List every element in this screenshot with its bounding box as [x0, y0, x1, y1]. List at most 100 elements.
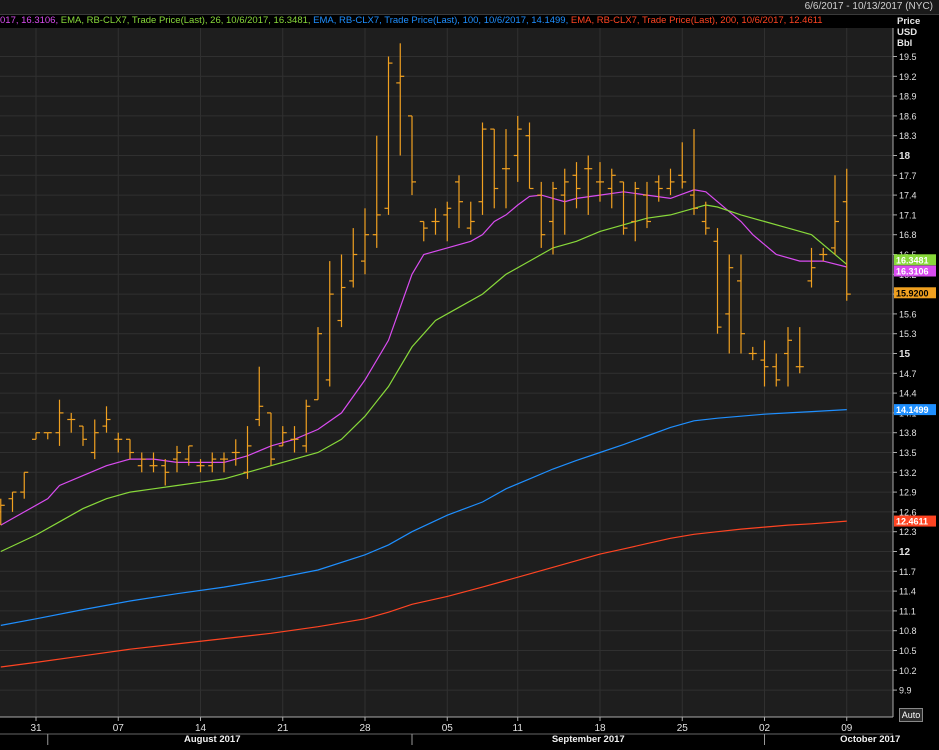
ohlc-bar: [208, 452, 217, 473]
month-label: August 2017: [184, 734, 241, 745]
ohlc-bar: [842, 168, 851, 301]
ohlc-bar: [513, 115, 522, 182]
y-tick-label: 16.8: [899, 230, 917, 240]
ohlc-bar: [831, 175, 839, 255]
ema100-value-flag: 14.1499: [896, 405, 929, 415]
ohlc-bar: [643, 181, 651, 229]
ohlc-bar: [443, 201, 452, 242]
legend-item-ema100: EMA, RB-CLX7, Trade Price(Last), 100, 10…: [313, 15, 571, 26]
ohlc-bar: [807, 247, 816, 288]
ohlc-bar: [654, 175, 663, 202]
y-tick-label: 13.2: [899, 468, 917, 478]
y-tick-label: 18.9: [899, 92, 917, 102]
ohlc-bar: [32, 432, 40, 440]
header-bar: 6/6/2017 - 10/13/2017 (NYC): [0, 0, 939, 15]
ohlc-bar: [55, 399, 64, 446]
ohlc-bar: [0, 498, 5, 526]
ohlc-bar: [772, 353, 781, 387]
last-price-flag-bg: [894, 287, 936, 299]
ohlc-bar: [255, 366, 264, 427]
x-tick-label: 28: [359, 723, 371, 734]
y-tick-label: 11.1: [899, 606, 916, 616]
ohlc-bar: [384, 56, 393, 215]
ohlc-bar: [560, 168, 569, 235]
ohlc-bar: [431, 208, 440, 235]
y-tick-label: 13.8: [899, 428, 917, 438]
ohlc-bar: [419, 220, 428, 242]
ohlc-bar: [102, 406, 111, 433]
y-tick-label: 19.2: [899, 72, 917, 82]
ohlc-bar: [525, 122, 534, 190]
ema26-value-flag: 16.3481: [896, 255, 929, 265]
ema200-value-flag-bg: [894, 515, 936, 527]
month-label: October 2017: [840, 734, 900, 745]
ohlc-bar: [760, 340, 769, 387]
y-tick-label: 18.3: [899, 131, 917, 141]
ohlc-bar: [549, 181, 557, 255]
legend-item-ema200: EMA, RB-CLX7, Trade Price(Last), 200, 10…: [570, 15, 823, 26]
ohlc-bar: [596, 162, 604, 202]
ohlc-bar: [690, 129, 698, 215]
ohlc-bar: [502, 129, 510, 209]
ohlc-bar: [607, 168, 616, 209]
y-tick-label: 14.4: [899, 389, 917, 399]
ohlc-bar: [90, 419, 99, 460]
y-tick-label: 14.7: [899, 369, 917, 379]
y-tick-label: 17.7: [899, 171, 917, 181]
x-tick-label: 05: [442, 723, 454, 734]
y-tick-label: 11.4: [899, 587, 916, 597]
y-tick-label: 12.6: [899, 507, 917, 517]
y-tick-label: 12.3: [899, 527, 917, 537]
ohlc-bar: [737, 254, 745, 354]
ohlc-bar: [43, 432, 52, 440]
auto-scale-button[interactable]: Auto: [899, 708, 923, 722]
y-tick-label: 15.6: [899, 309, 917, 319]
ohlc-bar: [231, 439, 240, 466]
x-tick-label: 11: [513, 723, 524, 734]
y-tick-label: 10.2: [899, 666, 917, 676]
ohlc-bar: [290, 426, 299, 453]
legend-item-ema-short: 017, 16.3106,: [0, 15, 61, 26]
ohlc-bar: [149, 452, 158, 473]
y-axis-title-line: Price: [897, 16, 920, 27]
ohlc-bar: [137, 452, 146, 473]
y-tick-label: 19.5: [899, 52, 917, 62]
ohlc-bar: [490, 128, 499, 209]
ohlc-bar: [173, 445, 181, 473]
ohlc-bar: [478, 122, 487, 215]
ohlc-bar: [713, 228, 722, 334]
x-tick-label: 02: [759, 723, 771, 734]
ohlc-bar: [678, 142, 687, 189]
ohlc-bar: [314, 327, 322, 401]
ohlc-bar: [114, 432, 123, 453]
ohlc-bar: [372, 135, 381, 248]
ema26-value-flag-bg: [894, 254, 936, 266]
y-tick-label: 17.4: [899, 191, 917, 201]
ohlc-bar: [466, 201, 475, 235]
month-label: September 2017: [552, 734, 625, 745]
ohlc-bar: [196, 459, 205, 473]
ohlc-bar: [455, 175, 463, 229]
ohlc-bar: [701, 201, 710, 235]
ohlc-bar: [325, 261, 334, 387]
ohlc-bar: [67, 412, 76, 433]
ohlc-bar: [184, 445, 193, 466]
plot-background: [0, 28, 893, 717]
ohlc-bar: [243, 426, 252, 479]
ohlc-bar: [584, 155, 593, 215]
ema100-value-flag-bg: [894, 404, 936, 416]
last-price-flag: 15.9200: [896, 288, 929, 298]
ema-short-value-flag-bg: [894, 265, 936, 277]
series-line-ema100: [0, 409, 847, 626]
legend-item-ema26: EMA, RB-CLX7, Trade Price(Last), 26, 10/…: [60, 15, 314, 26]
ohlc-bar: [278, 426, 287, 447]
x-tick-label: 31: [30, 723, 42, 734]
y-tick-label: 15: [899, 349, 911, 360]
y-tick-label: 12.9: [899, 488, 917, 498]
ohlc-bar: [220, 452, 228, 473]
y-tick-label: 18: [899, 151, 911, 162]
y-tick-label: 11.7: [899, 567, 916, 577]
ohlc-bar: [572, 162, 581, 209]
x-tick-label: 18: [594, 723, 606, 734]
ohlc-bar: [784, 327, 792, 387]
